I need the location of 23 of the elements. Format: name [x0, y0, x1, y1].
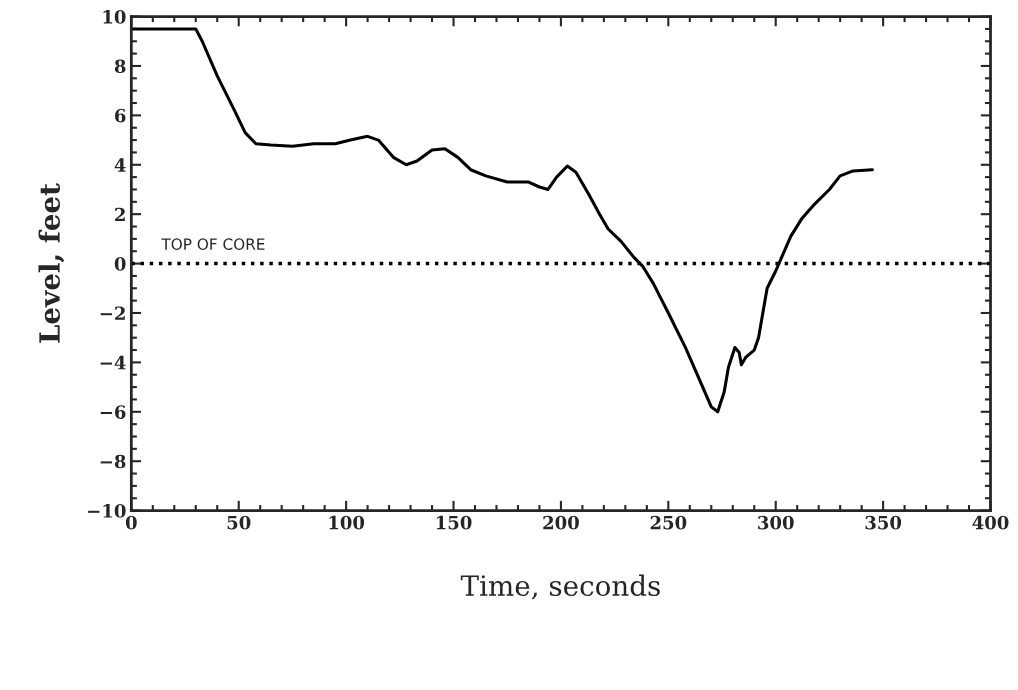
x-tick-label: 200: [543, 515, 579, 530]
y-tick-label: −6: [100, 405, 126, 419]
x-tick-label: 400: [972, 515, 1009, 530]
y-tick-label: 6: [115, 108, 126, 123]
ref-line-label: TOP OF CORE: [161, 238, 265, 250]
x-axis-title: Time, seconds: [460, 574, 660, 600]
x-tick-label: 150: [436, 515, 472, 530]
y-tick-label: 4: [114, 158, 126, 172]
x-tick-label: 250: [650, 515, 687, 530]
y-tick-label: 8: [114, 59, 126, 74]
y-tick-label: 10: [103, 10, 126, 24]
y-tick-label: −10: [88, 504, 126, 518]
x-tick-label: 0: [125, 515, 137, 530]
y-tick-label: −4: [100, 355, 126, 370]
y-tick-label: 0: [114, 257, 126, 271]
y-tick-label: −2: [100, 306, 125, 320]
y-tick-label: 2: [115, 207, 125, 222]
x-tick-label: 350: [865, 515, 902, 530]
x-tick-label: 50: [227, 515, 251, 530]
x-tick-label: 300: [758, 515, 794, 530]
x-tick-label: 100: [329, 515, 365, 530]
y-tick-label: −8: [100, 454, 126, 469]
y-axis-title: Level, feet: [38, 183, 65, 343]
